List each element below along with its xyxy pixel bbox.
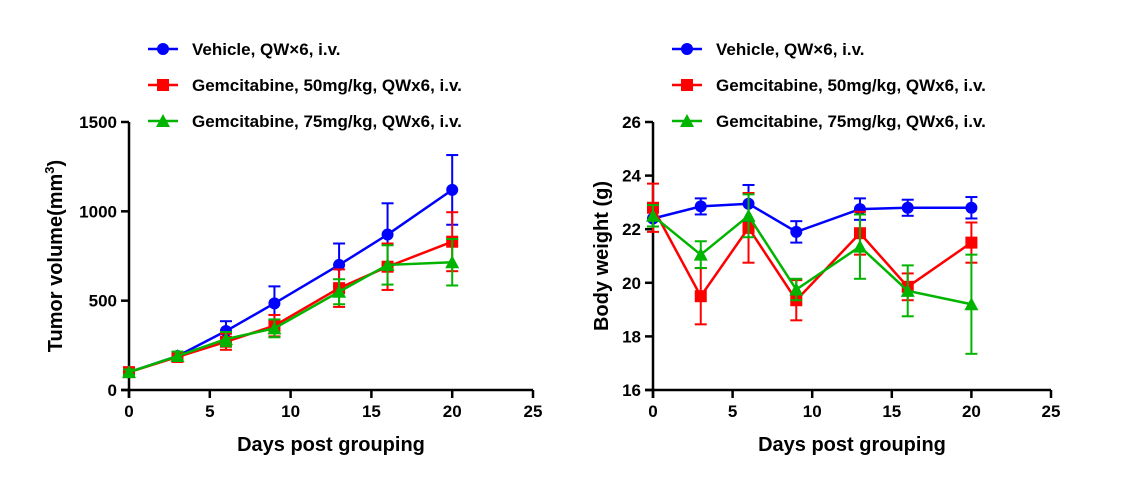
chart2-legend-marker <box>681 43 693 55</box>
chart1-ytick-label: 0 <box>108 381 117 400</box>
chart1-ylabel-sup: 3 <box>42 166 57 173</box>
chart1-data-point <box>333 258 346 271</box>
chart1-legend-item-2: Gemcitabine, 50mg/kg, QWx6, i.v. <box>148 76 462 95</box>
chart1-ylabel-close: ) <box>45 160 67 167</box>
chart2-xtick-label: 20 <box>962 402 981 421</box>
chart2-legend-item-2: Gemcitabine, 50mg/kg, QWx6, i.v. <box>672 76 986 95</box>
chart1-ytick-label: 500 <box>89 292 117 311</box>
chart1-legend-item-1: Vehicle, QW×6, i.v. <box>148 40 341 59</box>
chart2-data-point <box>965 236 978 249</box>
chart1-ylabel: Tumor volume(mm3) <box>42 160 67 352</box>
chart1-data-point <box>218 332 233 346</box>
chart1-legend-item-3: Gemcitabine, 75mg/kg, QWx6, i.v. <box>148 112 462 131</box>
chart2-data-point <box>901 201 914 214</box>
chart1-legend-marker <box>157 79 169 91</box>
chart2-xtick-label: 15 <box>882 402 901 421</box>
chart1-ylabel-main: Tumor volume(mm <box>45 174 67 353</box>
chart1-data-point <box>268 297 281 310</box>
chart2-data-point <box>790 225 803 238</box>
chart1-data-point <box>267 321 282 335</box>
chart2-ytick-label: 24 <box>622 167 641 186</box>
chart2-data-point <box>693 247 708 261</box>
chart1-data-point <box>381 228 394 241</box>
chart1-series-1-line <box>128 188 453 374</box>
chart2-ytick-label: 16 <box>622 381 641 400</box>
chart1-legend-label: Vehicle, QW×6, i.v. <box>192 40 341 59</box>
chart2-legend-marker <box>680 114 694 127</box>
chart1-legend-marker <box>156 114 170 127</box>
chart1-data-point <box>332 284 347 298</box>
chart2-ytick-label: 22 <box>622 220 641 239</box>
chart2-xtick-label: 10 <box>803 402 822 421</box>
chart2-ylabel-main: Body weight (g) <box>591 181 613 331</box>
chart1-xtick-label: 5 <box>205 402 214 421</box>
chart2-ytick-label: 26 <box>622 113 641 132</box>
chart2-xtick-label: 25 <box>1042 402 1061 421</box>
chart1-legend-marker <box>157 43 169 55</box>
chart1-xtick-label: 10 <box>281 402 300 421</box>
chart2-legend-label: Gemcitabine, 50mg/kg, QWx6, i.v. <box>716 76 986 95</box>
chart2-ytick-label: 18 <box>622 327 641 346</box>
chart1-ytick-label: 1000 <box>79 202 117 221</box>
chart2-data-point <box>694 290 707 303</box>
chart1: 0 500 1000 1500 0 5 10 15 20 25 Days post grouping… <box>42 40 542 456</box>
chart2-legend-label: Gemcitabine, 75mg/kg, QWx6, i.v. <box>716 112 986 131</box>
chart2-legend-label: Vehicle, QW×6, i.v. <box>716 40 865 59</box>
chart2-data-point <box>964 297 979 311</box>
chart2-data-point <box>694 200 707 213</box>
chart2-legend-item-3: Gemcitabine, 75mg/kg, QWx6, i.v. <box>672 112 986 131</box>
chart2-series-1 <box>647 183 978 244</box>
chart1-data-point <box>445 255 460 269</box>
chart1-data-point <box>446 183 459 196</box>
chart2: 16 18 20 22 24 26 0 5 10 15 20 25 Days post grouping… <box>591 40 1060 456</box>
chart1-legend-label: Gemcitabine, 75mg/kg, QWx6, i.v. <box>192 112 462 131</box>
chart2-data-point <box>646 208 660 222</box>
chart2-ytick-label: 20 <box>622 274 641 293</box>
chart1-series-3 <box>122 238 460 379</box>
chart1-data-point <box>170 349 185 363</box>
chart1-xtick-label: 25 <box>524 402 543 421</box>
chart1-xtick-label: 15 <box>362 402 381 421</box>
chart1-legend-label: Gemcitabine, 50mg/kg, QWx6, i.v. <box>192 76 462 95</box>
chart2-xtick-label: 0 <box>648 402 657 421</box>
chart1-data-point <box>380 257 395 271</box>
chart1-ytick-label: 1500 <box>79 113 117 132</box>
chart2-series-3 <box>646 193 979 355</box>
chart2-data-point <box>965 201 978 214</box>
chart2-legend-item-1: Vehicle, QW×6, i.v. <box>672 40 865 59</box>
chart1-xtick-label: 20 <box>443 402 462 421</box>
chart2-legend-marker <box>681 79 693 91</box>
chart2-data-point <box>852 239 867 253</box>
chart1-xlabel: Days post grouping <box>237 434 425 456</box>
chart1-series-1 <box>123 154 459 379</box>
chart2-data-point <box>741 208 756 222</box>
chart1-xtick-label: 0 <box>124 402 133 421</box>
chart2-xtick-label: 5 <box>728 402 737 421</box>
chart1-data-point <box>122 365 136 379</box>
chart2-xlabel: Days post grouping <box>758 434 946 456</box>
chart2-data-point <box>900 283 915 297</box>
chart2-ylabel: Body weight (g) <box>591 181 613 331</box>
chart2-data-point <box>789 282 804 296</box>
